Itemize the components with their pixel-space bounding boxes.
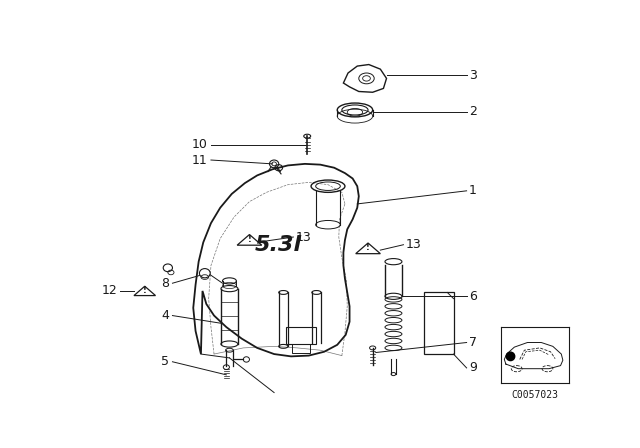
Text: 1: 1 [469, 184, 477, 197]
Text: 6: 6 [469, 290, 477, 303]
Text: !: ! [366, 243, 370, 252]
Bar [292, 344, 310, 353]
Bar [285, 327, 316, 344]
Text: !: ! [248, 235, 252, 244]
Text: 12: 12 [101, 284, 117, 297]
Text: 13: 13 [406, 238, 422, 251]
Text: 5.3l: 5.3l [254, 235, 301, 255]
Text: !: ! [143, 286, 147, 295]
Text: 7: 7 [469, 336, 477, 349]
Bar [424, 293, 454, 354]
Text: 5: 5 [161, 355, 170, 368]
Text: 8: 8 [161, 277, 170, 290]
Ellipse shape [506, 352, 515, 361]
Text: 10: 10 [192, 138, 208, 151]
Text: 11: 11 [192, 154, 208, 167]
Text: 3: 3 [469, 69, 477, 82]
Text: 4: 4 [161, 309, 170, 322]
Text: 13: 13 [296, 231, 312, 244]
Text: C0057023: C0057023 [511, 390, 559, 400]
Text: 2: 2 [469, 105, 477, 118]
Text: 9: 9 [469, 362, 477, 375]
